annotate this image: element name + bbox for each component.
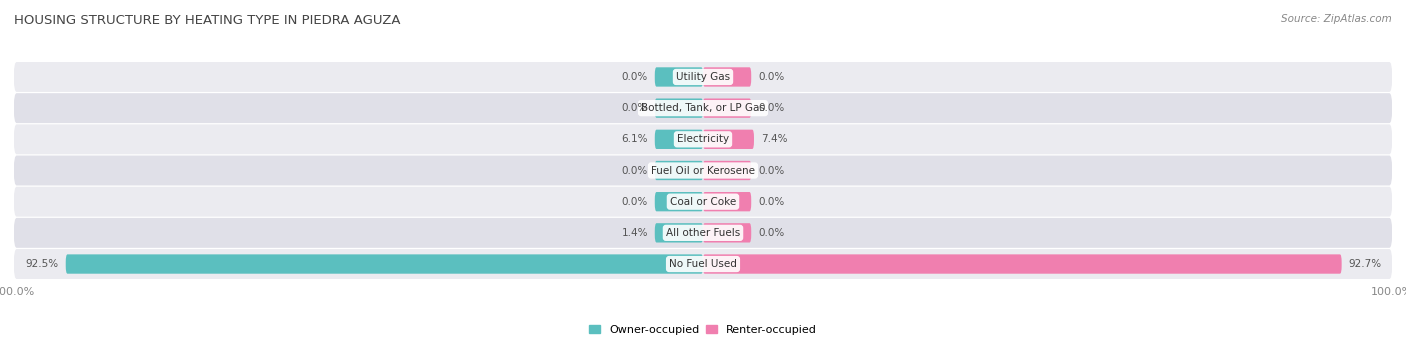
Text: 0.0%: 0.0% xyxy=(758,197,785,207)
Text: 92.7%: 92.7% xyxy=(1348,259,1382,269)
FancyBboxPatch shape xyxy=(14,155,1392,186)
Text: 92.5%: 92.5% xyxy=(25,259,59,269)
Text: 0.0%: 0.0% xyxy=(758,165,785,176)
Text: Coal or Coke: Coal or Coke xyxy=(669,197,737,207)
FancyBboxPatch shape xyxy=(655,223,703,242)
Legend: Owner-occupied, Renter-occupied: Owner-occupied, Renter-occupied xyxy=(585,321,821,340)
Text: 0.0%: 0.0% xyxy=(621,197,648,207)
Text: Fuel Oil or Kerosene: Fuel Oil or Kerosene xyxy=(651,165,755,176)
FancyBboxPatch shape xyxy=(703,130,754,149)
Text: Source: ZipAtlas.com: Source: ZipAtlas.com xyxy=(1281,14,1392,24)
FancyBboxPatch shape xyxy=(655,67,703,87)
Text: 6.1%: 6.1% xyxy=(621,134,648,144)
FancyBboxPatch shape xyxy=(703,223,751,242)
FancyBboxPatch shape xyxy=(703,99,751,118)
Text: 7.4%: 7.4% xyxy=(761,134,787,144)
FancyBboxPatch shape xyxy=(14,62,1392,92)
Text: 0.0%: 0.0% xyxy=(621,165,648,176)
FancyBboxPatch shape xyxy=(703,192,751,211)
FancyBboxPatch shape xyxy=(14,218,1392,248)
FancyBboxPatch shape xyxy=(655,192,703,211)
FancyBboxPatch shape xyxy=(655,99,703,118)
Text: No Fuel Used: No Fuel Used xyxy=(669,259,737,269)
Text: Electricity: Electricity xyxy=(676,134,730,144)
FancyBboxPatch shape xyxy=(14,93,1392,123)
FancyBboxPatch shape xyxy=(14,187,1392,217)
Text: 0.0%: 0.0% xyxy=(621,72,648,82)
Text: HOUSING STRUCTURE BY HEATING TYPE IN PIEDRA AGUZA: HOUSING STRUCTURE BY HEATING TYPE IN PIE… xyxy=(14,14,401,27)
FancyBboxPatch shape xyxy=(703,254,1341,274)
Text: All other Fuels: All other Fuels xyxy=(666,228,740,238)
Text: 1.4%: 1.4% xyxy=(621,228,648,238)
FancyBboxPatch shape xyxy=(66,254,703,274)
FancyBboxPatch shape xyxy=(655,130,703,149)
Text: Bottled, Tank, or LP Gas: Bottled, Tank, or LP Gas xyxy=(641,103,765,113)
Text: 0.0%: 0.0% xyxy=(758,228,785,238)
FancyBboxPatch shape xyxy=(655,161,703,180)
Text: 0.0%: 0.0% xyxy=(758,103,785,113)
FancyBboxPatch shape xyxy=(703,67,751,87)
Text: Utility Gas: Utility Gas xyxy=(676,72,730,82)
FancyBboxPatch shape xyxy=(14,249,1392,279)
Text: 0.0%: 0.0% xyxy=(758,72,785,82)
Text: 0.0%: 0.0% xyxy=(621,103,648,113)
FancyBboxPatch shape xyxy=(703,161,751,180)
FancyBboxPatch shape xyxy=(14,124,1392,154)
